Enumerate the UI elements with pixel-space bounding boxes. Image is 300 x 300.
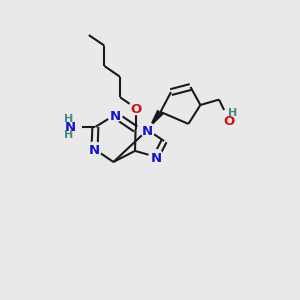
Circle shape (228, 108, 236, 117)
Text: O: O (223, 115, 234, 128)
Circle shape (64, 114, 73, 123)
Text: N: N (142, 125, 153, 138)
Circle shape (129, 101, 142, 115)
Polygon shape (148, 110, 164, 130)
Circle shape (64, 130, 73, 139)
Text: H: H (64, 130, 73, 140)
Text: O: O (130, 103, 141, 116)
Text: H: H (228, 109, 237, 118)
Circle shape (149, 150, 163, 164)
Circle shape (87, 142, 102, 156)
Circle shape (108, 108, 122, 122)
Circle shape (219, 110, 238, 129)
Circle shape (58, 116, 81, 138)
Circle shape (140, 123, 155, 137)
Text: N: N (150, 152, 162, 165)
Text: N: N (109, 110, 121, 123)
Circle shape (64, 120, 76, 132)
Circle shape (223, 114, 235, 126)
Text: N: N (89, 144, 100, 157)
Text: H: H (64, 115, 73, 124)
Text: N: N (64, 121, 76, 134)
